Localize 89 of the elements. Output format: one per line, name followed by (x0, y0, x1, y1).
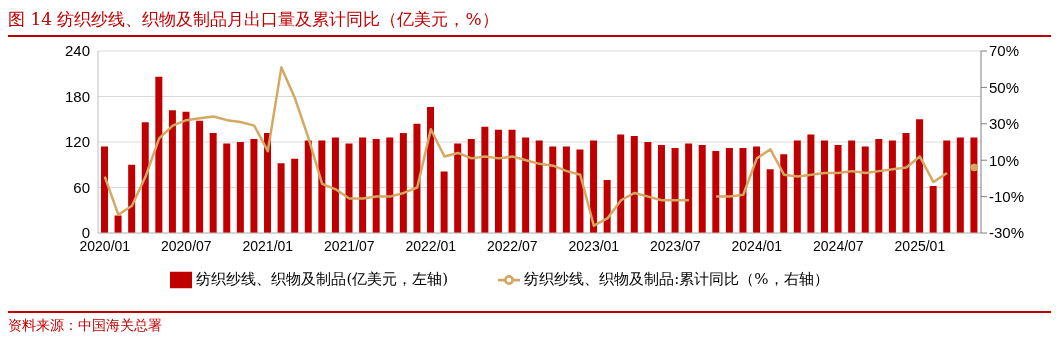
x-tick-label: 2024/07 (813, 237, 864, 254)
bar (304, 140, 312, 233)
bar (372, 138, 380, 233)
bar (454, 143, 462, 233)
bar (590, 140, 598, 233)
bar (549, 146, 557, 233)
bar (739, 148, 747, 233)
bar (209, 132, 217, 233)
bar (236, 142, 244, 233)
bar (359, 137, 367, 233)
bar (861, 146, 869, 233)
y2-tick-label: 10% (989, 151, 1020, 169)
bar (956, 137, 964, 233)
x-tick-label: 2024/01 (731, 237, 783, 254)
text: 资料来源：中国海关总署 (8, 317, 163, 335)
bar (494, 129, 502, 233)
bar (562, 146, 570, 233)
bar (291, 158, 299, 233)
bar (522, 137, 530, 233)
y2-tick-label: -30% (989, 224, 1025, 242)
x-tick-label: 2025/01 (894, 237, 946, 254)
bar (535, 140, 543, 233)
bar (916, 119, 924, 233)
bar (182, 111, 190, 233)
bar (698, 145, 706, 233)
bar (685, 143, 693, 233)
bar (277, 163, 285, 233)
bar (780, 154, 788, 233)
y2-tick-label: -10% (989, 187, 1025, 205)
y2-tick-label: 30% (989, 115, 1020, 133)
bar (481, 126, 489, 233)
y2-tick-label: 70% (989, 42, 1020, 60)
bar (576, 149, 584, 233)
bar (508, 129, 516, 233)
bar (753, 146, 761, 233)
bar (725, 148, 733, 233)
x-tick-label: 2022/01 (405, 237, 457, 254)
bar (603, 179, 611, 233)
bar (114, 215, 122, 233)
y-tick-label: 120 (64, 133, 90, 151)
bar (168, 110, 176, 233)
bar (155, 76, 163, 233)
legend-label: 纺织纱线、织物及制品(亿美元，左轴) (196, 270, 449, 288)
bar (196, 120, 204, 233)
bar (250, 138, 258, 233)
bar (440, 171, 448, 233)
bar (929, 185, 937, 233)
bar (617, 134, 625, 233)
y-tick-label: 180 (64, 87, 90, 105)
y-tick-label: 240 (64, 42, 90, 60)
bar (141, 122, 149, 233)
bar (888, 140, 896, 233)
bar (630, 135, 638, 233)
bar (644, 142, 652, 233)
bar (793, 140, 801, 233)
x-tick-label: 2023/07 (650, 237, 701, 254)
bar (671, 148, 679, 233)
bar (399, 132, 407, 233)
bar (807, 134, 815, 233)
bar (318, 140, 326, 233)
bar (386, 137, 394, 233)
x-tick-label: 2020/07 (161, 237, 212, 254)
bar (345, 143, 353, 233)
y-tick-label: 60 (73, 178, 90, 196)
bar (223, 143, 231, 233)
bar (101, 146, 108, 233)
bar (712, 151, 720, 233)
y2-tick-label: 50% (989, 78, 1020, 96)
bar (970, 137, 978, 233)
bar (943, 140, 951, 233)
bar (264, 132, 272, 233)
chart-title: 图 14 纺织纱线、织物及制品月出口量及累计同比（亿美元，%） (8, 8, 1051, 37)
bar (467, 138, 475, 233)
bar (766, 169, 774, 233)
bar (657, 145, 665, 233)
x-tick-label: 2021/01 (242, 237, 294, 254)
bar (875, 138, 883, 233)
bar (902, 132, 910, 233)
bar (848, 140, 856, 233)
legend-label: 纺织纱线、织物及制品:累计同比（%，右轴） (524, 270, 829, 288)
bar (427, 107, 435, 233)
x-tick-label: 2021/07 (324, 237, 375, 254)
bar (413, 123, 421, 233)
bar (834, 145, 842, 233)
x-tick-label: 2023/01 (568, 237, 620, 254)
bar (820, 140, 828, 233)
bar (331, 137, 339, 233)
x-tick-label: 2022/07 (487, 237, 538, 254)
bar (128, 164, 136, 233)
